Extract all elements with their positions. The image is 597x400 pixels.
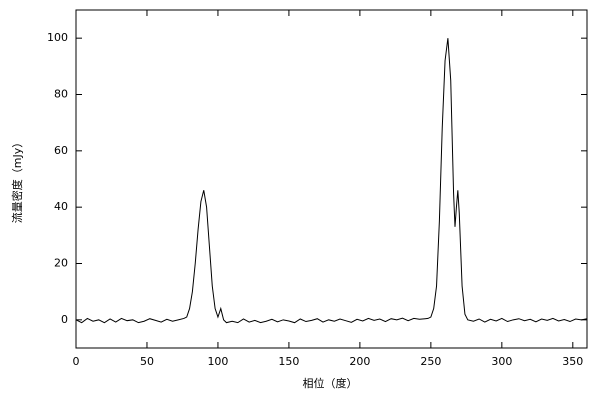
y-tick-label: 40 — [54, 200, 68, 213]
y-tick-label: 100 — [47, 31, 68, 44]
x-tick-label: 150 — [278, 355, 299, 368]
x-tick-label: 50 — [140, 355, 154, 368]
y-tick-label: 0 — [61, 313, 68, 326]
plot-frame — [75, 9, 588, 349]
y-tick-label: 60 — [54, 144, 68, 157]
x-tick-label: 0 — [73, 355, 80, 368]
x-tick-label: 200 — [349, 355, 370, 368]
y-tick-label: 80 — [54, 88, 68, 101]
x-tick-label: 350 — [562, 355, 583, 368]
y-axis-title: 流量密度（mJy） — [10, 137, 24, 223]
x-tick-label: 300 — [491, 355, 512, 368]
y-tick-label: 20 — [54, 257, 68, 270]
x-axis-title: 相位（度） — [303, 376, 358, 390]
data-line — [75, 38, 588, 324]
x-tick-label: 100 — [207, 355, 228, 368]
x-tick-label: 250 — [420, 355, 441, 368]
